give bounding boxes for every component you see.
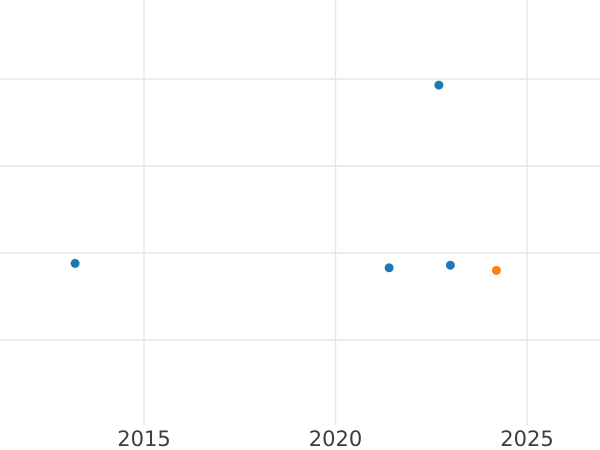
x-tick-label: 2025: [500, 427, 553, 450]
data-point-blue-series: [434, 80, 444, 90]
x-tick-label: 2020: [309, 427, 362, 450]
data-point-blue-series: [384, 263, 394, 273]
x-axis-tick-labels: 2015 2020 2025: [117, 427, 553, 450]
gridlines: [0, 0, 600, 425]
data-points: [70, 80, 501, 275]
data-point-blue-series: [445, 260, 455, 270]
data-point-blue-series: [70, 258, 80, 268]
data-point-orange-series: [491, 265, 501, 275]
x-tick-label: 2015: [117, 427, 170, 450]
